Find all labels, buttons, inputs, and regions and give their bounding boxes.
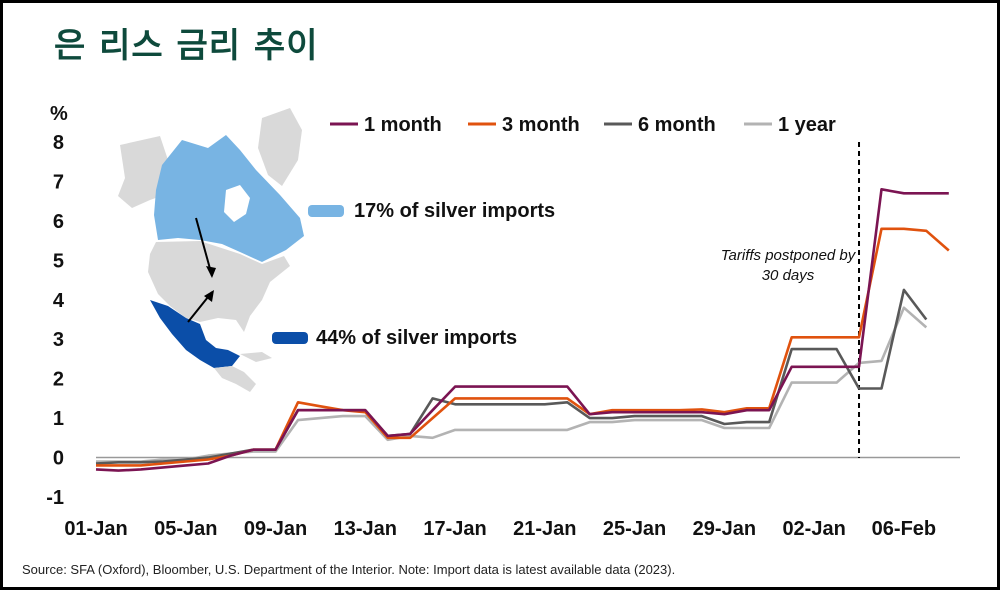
y-tick-labels: -1 0 1 2 3 4 5 6 7 8 xyxy=(46,132,65,509)
legend: 1 month 3 month 6 month 1 year xyxy=(330,114,836,136)
hudson-bay-shape xyxy=(224,185,250,222)
y-tick-label: 3 xyxy=(53,329,64,351)
tariff-note-line1: Tariffs postponed by xyxy=(721,247,857,264)
series-line-6-month xyxy=(95,288,928,465)
mexico-swatch xyxy=(272,332,308,344)
mexico-arrow-head xyxy=(204,290,214,302)
series-line-1-month xyxy=(95,188,949,472)
x-tick-label: 17-Jan xyxy=(423,518,486,540)
mexico-annotation: 44% of silver imports xyxy=(316,327,517,349)
y-tick-label: 4 xyxy=(53,290,65,312)
y-tick-label: 0 xyxy=(53,448,64,470)
y-tick-label: 8 xyxy=(53,132,64,154)
x-tick-label: 01-Jan xyxy=(64,518,127,540)
mexico-shape xyxy=(150,300,240,368)
y-tick-label: 2 xyxy=(53,369,64,391)
canada-annotation: 17% of silver imports xyxy=(354,200,555,222)
x-tick-label: 02-Jan xyxy=(782,518,845,540)
page-title: 은 리스 금리 추이 xyxy=(54,26,319,66)
canada-arrow xyxy=(195,217,213,277)
alaska-shape xyxy=(118,136,168,208)
usa-shape xyxy=(148,241,290,332)
y-tick-label: 7 xyxy=(53,171,64,193)
y-tick-label: 5 xyxy=(53,250,64,272)
legend-label: 1 month xyxy=(364,114,442,136)
y-tick-label: 1 xyxy=(53,408,64,430)
legend-label: 3 month xyxy=(502,114,580,136)
canada-arrow-head xyxy=(206,266,216,278)
source-note: Source: SFA (Oxford), Bloomber, U.S. Dep… xyxy=(22,562,676,577)
y-tick-label: -1 xyxy=(46,487,64,509)
x-tick-label: 06-Feb xyxy=(872,518,936,540)
x-tick-label: 21-Jan xyxy=(513,518,576,540)
north-america-map: 17% of silver imports 44% of silver impo… xyxy=(118,108,555,392)
canada-swatch xyxy=(308,205,344,217)
central-america-shape xyxy=(214,366,256,392)
x-tick-label: 09-Jan xyxy=(244,518,307,540)
x-tick-label: 05-Jan xyxy=(154,518,217,540)
series-lines xyxy=(95,188,950,472)
x-tick-label: 29-Jan xyxy=(693,518,756,540)
x-tick-label: 25-Jan xyxy=(603,518,666,540)
x-tick-label: 13-Jan xyxy=(334,518,397,540)
y-axis-unit: % xyxy=(50,103,68,125)
y-tick-label: 6 xyxy=(53,211,64,233)
x-tick-labels: 01-Jan 05-Jan 09-Jan 13-Jan 17-Jan 21-Jan 25-J… xyxy=(64,518,936,540)
legend-label: 1 year xyxy=(778,114,836,136)
caribbean-shape xyxy=(240,352,272,362)
tariff-note-line2: 30 days xyxy=(762,267,815,284)
legend-label: 6 month xyxy=(638,114,716,136)
greenland-shape xyxy=(258,108,302,186)
